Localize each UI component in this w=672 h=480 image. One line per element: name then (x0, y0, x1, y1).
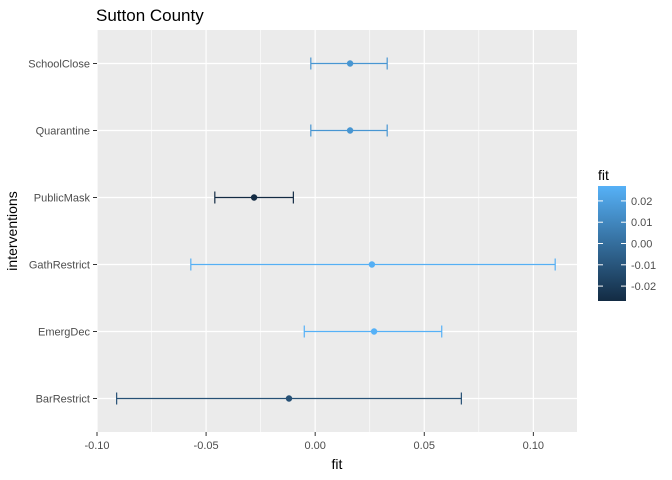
fit-point-GathRestrict (368, 261, 376, 268)
error-bars (116, 57, 556, 405)
x-tick-label: -0.10 (84, 440, 109, 452)
legend-tick-label: 0.01 (631, 217, 652, 229)
fit-point-BarRestrict (285, 395, 293, 402)
y-tick-label: EmergDec (38, 327, 90, 339)
legend-tick-label: 0.02 (631, 196, 652, 208)
plot-panel (97, 30, 577, 432)
x-tick-label: 0.10 (523, 440, 544, 452)
axes: -0.10 -0.05 0.00 0.05 0.10 SchoolClose Quarant… (28, 59, 544, 453)
y-tick-label: SchoolClose (28, 59, 90, 71)
y-tick-label: PublicMask (34, 193, 91, 205)
legend-tick-label: 0.00 (631, 239, 652, 251)
fit-point-PublicMask (250, 194, 258, 201)
fit-point-SchoolClose (346, 60, 354, 67)
x-tick-label: 0.00 (304, 440, 325, 452)
y-axis-label: interventions (4, 191, 20, 270)
legend-tick-label: -0.02 (631, 281, 656, 293)
legend-tick-label: -0.01 (631, 260, 656, 272)
chart-title: Sutton County (96, 6, 204, 25)
y-tick-label: GathRestrict (29, 260, 90, 272)
x-axis-label: fit (332, 456, 343, 472)
fit-point-Quarantine (346, 127, 354, 134)
x-tick-label: 0.05 (414, 440, 435, 452)
color-legend: fit 0.02 0.01 0.00 -0.01 -0.02 (598, 167, 656, 301)
legend-title: fit (598, 167, 609, 183)
x-tick-label: -0.05 (194, 440, 219, 452)
fit-point-EmergDec (370, 328, 378, 335)
legend-ticks: 0.02 0.01 0.00 -0.01 -0.02 (598, 196, 656, 293)
y-tick-label: BarRestrict (36, 394, 90, 406)
y-tick-label: Quarantine (36, 126, 90, 138)
